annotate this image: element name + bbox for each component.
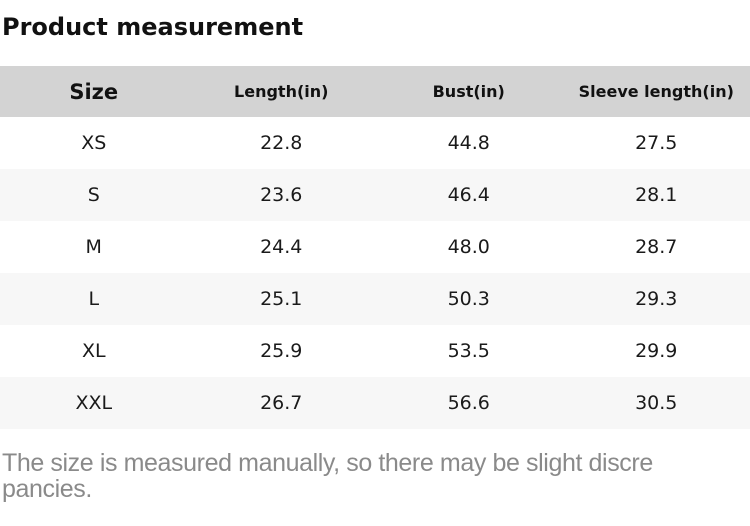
cell-bust: 50.3 xyxy=(447,288,490,310)
table-row: XS 22.8 44.8 27.5 xyxy=(0,117,750,169)
header-cell-size: Size xyxy=(69,79,119,104)
cell-bust: 44.8 xyxy=(447,132,490,154)
table-row: XL 25.9 53.5 29.9 xyxy=(0,325,750,377)
cell-length: 25.1 xyxy=(260,288,303,310)
header-cell-sleeve: Sleeve length(in) xyxy=(578,82,734,101)
cell-size: M xyxy=(85,236,102,258)
table-row: L 25.1 50.3 29.3 xyxy=(0,273,750,325)
cell-size: S xyxy=(87,184,100,206)
disclaimer-line-2: pancies. xyxy=(2,475,92,503)
size-measurement-table: Size Length(in) Bust(in) Sleeve length(i… xyxy=(0,66,750,429)
cell-size: XL xyxy=(81,340,106,362)
cell-size: XS xyxy=(81,132,107,154)
table-row: XXL 26.7 56.6 30.5 xyxy=(0,377,750,429)
cell-length: 22.8 xyxy=(260,132,303,154)
cell-size: XXL xyxy=(75,392,113,414)
cell-bust: 56.6 xyxy=(447,392,490,414)
cell-length: 25.9 xyxy=(260,340,303,362)
cell-sleeve: 28.7 xyxy=(635,236,678,258)
cell-length: 24.4 xyxy=(260,236,303,258)
table-header-row: Size Length(in) Bust(in) Sleeve length(i… xyxy=(0,66,750,117)
cell-length: 26.7 xyxy=(260,392,303,414)
cell-sleeve: 27.5 xyxy=(635,132,678,154)
cell-sleeve: 30.5 xyxy=(635,392,678,414)
cell-length: 23.6 xyxy=(260,184,303,206)
measurement-disclaimer: The size is measured manually, so there … xyxy=(2,450,750,502)
table-row: S 23.6 46.4 28.1 xyxy=(0,169,750,221)
page-title: Product measurement xyxy=(2,13,304,41)
cell-bust: 46.4 xyxy=(447,184,490,206)
cell-sleeve: 29.3 xyxy=(635,288,678,310)
header-cell-bust: Bust(in) xyxy=(432,82,505,101)
cell-sleeve: 28.1 xyxy=(635,184,678,206)
cell-size: L xyxy=(88,288,100,310)
cell-bust: 48.0 xyxy=(447,236,490,258)
disclaimer-line-1: The size is measured manually, so there … xyxy=(2,449,653,477)
cell-sleeve: 29.9 xyxy=(635,340,678,362)
cell-bust: 53.5 xyxy=(447,340,490,362)
header-cell-length: Length(in) xyxy=(234,82,329,101)
table-row: M 24.4 48.0 28.7 xyxy=(0,221,750,273)
